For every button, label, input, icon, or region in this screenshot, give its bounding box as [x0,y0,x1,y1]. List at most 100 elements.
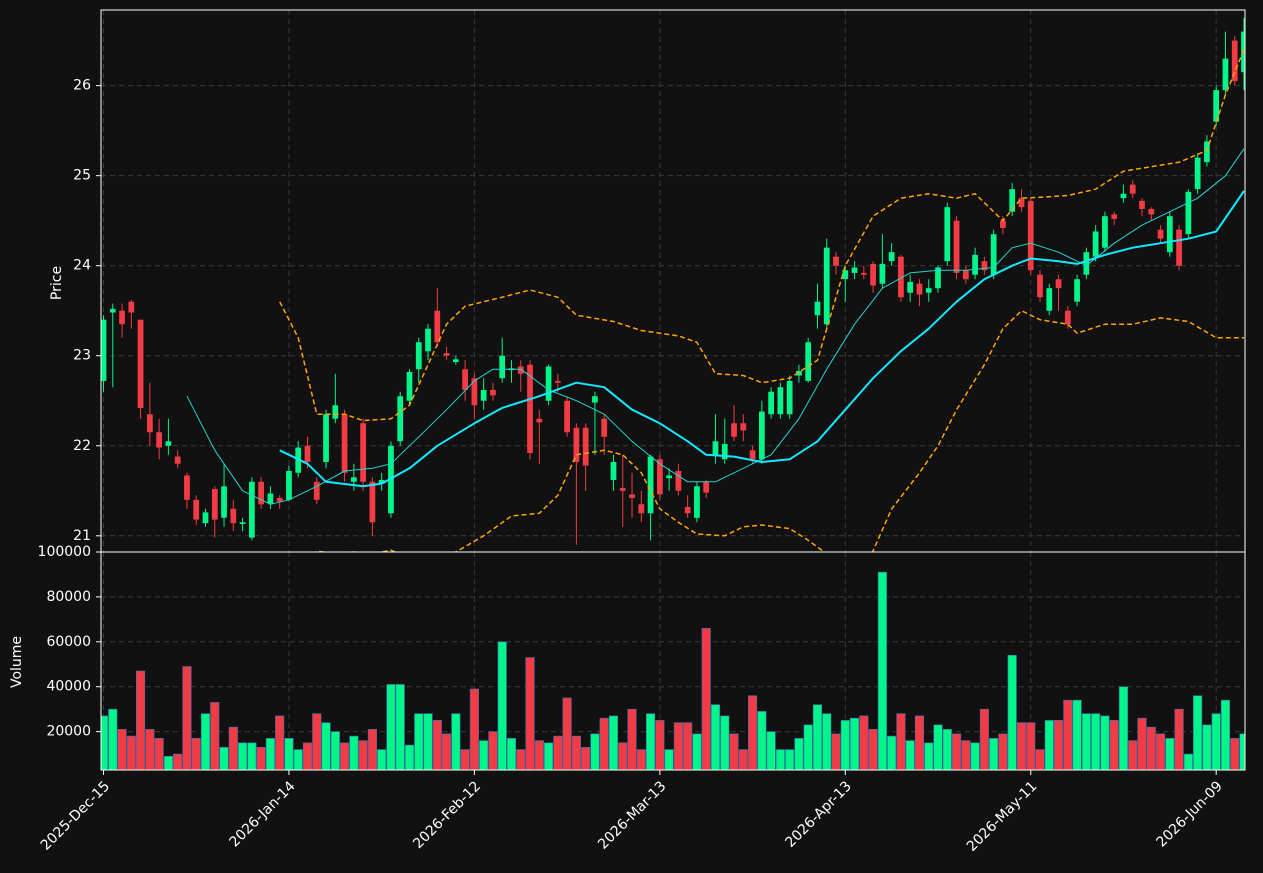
candle-body [768,391,774,415]
volume-bar [479,740,489,770]
volume-bar [590,733,600,770]
volume-bar [312,713,322,770]
candle-body [1204,141,1210,163]
candle-body [656,459,663,495]
volume-bar [1174,708,1184,770]
volume-tick-label: 100000 [38,544,91,560]
candle-body [527,364,533,453]
candle-body [888,252,895,262]
volume-bar [460,749,470,770]
volume-bar [933,724,943,770]
candle-body [397,396,404,442]
volume-bar [1081,713,1091,770]
candle-body [1194,157,1201,190]
candle-body [823,247,830,325]
volume-bar [182,666,192,770]
candle-body [1092,231,1099,257]
candle-body [944,207,951,262]
volume-bar [163,756,173,770]
volume-bar [108,708,118,770]
volume-bar [803,724,813,770]
volume-bar [1137,717,1147,770]
candle-body [666,475,672,479]
volume-bar [970,742,980,770]
volume-bar [553,735,563,770]
price-tick-label: 24 [73,258,91,274]
candle-body [1055,279,1062,289]
candle-body [898,256,904,298]
volume-bar [358,740,368,770]
candle-body [777,387,784,415]
candle-body [425,328,431,352]
volume-bar [738,749,748,770]
volume-bar [794,738,804,770]
candle-body [174,456,181,464]
x-tick-label: 2025-Dec-15 [38,778,113,853]
candle-body [860,272,867,275]
volume-bar [812,704,823,770]
volume-bar [840,720,850,770]
volume-bar [849,717,860,770]
volume-bar [423,713,433,770]
volume-bar [1007,654,1017,770]
candle-body [341,414,348,473]
overlay-line [314,309,1244,552]
candle-body [286,470,292,500]
candle-body [870,263,876,286]
volume-bar [1100,715,1110,770]
volume-tick-label: 80000 [46,589,91,605]
candle-body [638,504,645,514]
candle-body [258,481,265,505]
volume-bar [349,735,359,770]
x-tick-label: 2026-Feb-12 [410,778,484,852]
volume-bar [414,713,424,770]
candle-body [434,310,441,343]
volume-bar [525,657,535,770]
volume-tick-label: 20000 [46,724,91,740]
candle-body [165,441,172,446]
candle-body [480,389,487,401]
volume-bar [442,733,452,770]
candle-body [1046,288,1053,311]
volume-bar [516,749,526,770]
candle-body [675,470,682,491]
candle-body [573,427,580,462]
volume-bar [887,735,897,770]
volume-bar [581,747,591,770]
x-tick-label: 2026-Jun-09 [1154,778,1226,850]
volume-bar [534,740,544,770]
candle-body [1027,200,1034,271]
candle-body [833,256,839,266]
volume-bar [914,715,925,770]
candle-body [703,481,710,493]
candle-body [962,270,969,280]
volume-panel [101,571,1245,770]
volume-bar [757,711,767,770]
candle-body [619,488,626,491]
volume-bar [154,738,164,770]
volume-bar [571,735,581,770]
candle-body [202,512,209,524]
candle-body [536,418,543,423]
volume-bar [905,740,915,770]
volume-bar [367,729,377,770]
volume-bar [544,742,554,770]
overlay-line [186,148,1245,505]
volume-bar [989,738,999,770]
volume-bar [247,742,257,770]
price-tick-label: 26 [73,78,91,94]
candle-body [1176,229,1182,266]
volume-tick-label: 60000 [46,634,91,650]
volume-bar [1230,738,1240,770]
volume-bar [117,729,127,770]
candle-body [582,427,589,466]
volume-bar [191,738,201,770]
volume-bar [1091,713,1101,770]
price-tick-label: 23 [73,348,91,364]
candle-body [1129,184,1136,194]
volume-bar [1118,686,1129,770]
volume-bar [1239,733,1245,770]
candle-body [1018,198,1025,208]
candle-body [684,506,691,514]
volume-bar [275,715,285,770]
